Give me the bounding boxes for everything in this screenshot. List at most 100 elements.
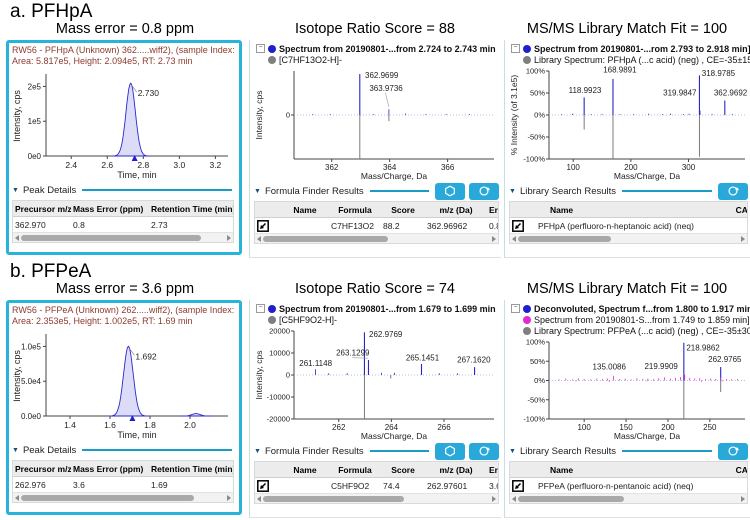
legend-collapse-icon[interactable]: − (511, 44, 520, 53)
scroll-right-icon[interactable] (227, 234, 231, 241)
collapse-triangle-icon[interactable]: ▼ (12, 186, 19, 194)
svg-text:261.1148: 261.1148 (299, 359, 332, 368)
analyte-row-pfhpa: a. PFHpA Mass error = 0.8 ppm RW56 - PFH… (6, 1, 750, 258)
scroll-left-icon[interactable] (512, 495, 516, 502)
col-score[interactable]: Score (381, 202, 425, 218)
scroll-right-icon[interactable] (741, 495, 745, 502)
col-cas[interactable]: CAS# (720, 462, 747, 478)
scroll-right-icon[interactable] (492, 495, 496, 502)
col-mz[interactable]: m/z (Da) (425, 202, 487, 218)
peak-details-section-header[interactable]: ▼ Peak Details (12, 181, 234, 199)
col-formula[interactable]: Formula (329, 462, 381, 478)
col-cas[interactable]: CAS# (720, 202, 747, 218)
refresh-results-button[interactable] (718, 182, 748, 200)
msms-plot[interactable]: 100% 50% 0% -50% -100% 100 200 300Mass/Charge, … (509, 65, 749, 181)
col-precursor-mz[interactable]: Precursor m/z (13, 461, 71, 477)
library-search-section-header[interactable]: ▼ Library Search Results (509, 442, 748, 460)
library-search-grid: Name CAS# Formula (509, 461, 748, 504)
msms-plot[interactable]: 100% 50% 0% -50% -100% 100 150 200 250 Mass/Charg… (509, 336, 749, 441)
horizontal-scrollbar[interactable] (510, 493, 747, 503)
peak-details-row[interactable]: 262.976 3.6 1.69 (15, 479, 168, 490)
svg-text:2e5: 2e5 (28, 82, 42, 91)
col-retention-time[interactable]: Retention Time (min) (149, 201, 233, 217)
formula-finder-row[interactable]: C5HF9O2 74.4 262.97601 3.6 (255, 478, 498, 494)
series-marker-gray-icon (523, 55, 531, 64)
scrollbar-thumb[interactable] (518, 495, 625, 502)
peak-details-section-header[interactable]: ▼ Peak Details (12, 441, 234, 459)
col-name[interactable]: Name (536, 462, 720, 478)
scrollbar-thumb[interactable] (21, 494, 195, 501)
collapse-triangle-icon[interactable]: ▼ (254, 187, 261, 195)
svg-text:318.9785: 318.9785 (702, 69, 736, 78)
xic-plot[interactable]: 2e5 1e5 0e0 2.4 2.6 2.8 3.0 3.2 Time, min Intensi… (12, 66, 234, 180)
col-formula[interactable]: Formula (329, 202, 381, 218)
legend-collapse-icon[interactable]: − (511, 304, 520, 313)
open-result-icon[interactable] (257, 479, 269, 492)
scroll-right-icon[interactable] (492, 235, 496, 242)
refresh-results-button[interactable] (718, 442, 748, 460)
library-search-section-header[interactable]: ▼ Library Search Results (509, 182, 748, 200)
horizontal-scrollbar[interactable] (255, 493, 498, 503)
svg-text:218.9862: 218.9862 (686, 343, 720, 352)
collapse-triangle-icon[interactable]: ▼ (509, 187, 516, 195)
horizontal-scrollbar[interactable] (510, 233, 747, 243)
scroll-left-icon[interactable] (257, 495, 261, 502)
scrollbar-thumb[interactable] (263, 235, 388, 242)
horizontal-scrollbar[interactable] (13, 232, 233, 242)
col-name[interactable]: Name (281, 462, 329, 478)
col-mz[interactable]: m/z (Da) (425, 462, 487, 478)
formula-finder-button[interactable] (435, 182, 465, 200)
scroll-left-icon[interactable] (15, 494, 19, 501)
svg-text:2.6: 2.6 (101, 160, 113, 170)
collapse-triangle-icon[interactable]: ▼ (12, 446, 19, 454)
formula-finder-row[interactable]: C7HF13O2 88.2 362.96962 0.8 (255, 218, 498, 234)
formula-finder-button[interactable] (435, 442, 465, 460)
col-retention-time[interactable]: Retention Time (min) (149, 461, 233, 477)
svg-text:3.0: 3.0 (173, 160, 185, 170)
svg-text:200: 200 (661, 423, 675, 432)
formula-finder-grid: Name Formula Score m/z (Da) Error (ppm) (254, 201, 499, 244)
col-error[interactable]: Error (ppm) (487, 202, 498, 218)
col-mass-error[interactable]: Mass Error (ppm) (71, 461, 149, 477)
col-score[interactable]: Score (381, 462, 425, 478)
col-error[interactable]: Error (ppm) (487, 462, 498, 478)
horizontal-scrollbar[interactable] (13, 492, 233, 502)
svg-text:50%: 50% (530, 357, 545, 366)
peak-details-row[interactable]: 362.970 0.8 2.73 (15, 219, 168, 230)
open-result-icon[interactable] (257, 219, 269, 232)
col-mass-error[interactable]: Mass Error (ppm) (71, 201, 149, 217)
legend-collapse-icon[interactable]: − (256, 44, 265, 53)
formula-finder-section-header[interactable]: ▼ Formula Finder Results (254, 442, 499, 460)
col-precursor-mz[interactable]: Precursor m/z (13, 201, 71, 217)
collapse-triangle-icon[interactable]: ▼ (509, 447, 516, 455)
refresh-search-icon (728, 186, 740, 196)
isotope-score-title: Isotope Ratio Score = 88 (294, 21, 455, 37)
scroll-left-icon[interactable] (15, 234, 19, 241)
scrollbar-thumb[interactable] (263, 495, 404, 502)
svg-text:200: 200 (624, 163, 638, 172)
xic-plot[interactable]: 1.0e5 5.0e4 0.0e0 1.4 1.6 1.8 2.0 Time, min Inte… (12, 326, 234, 440)
scroll-right-icon[interactable] (227, 494, 231, 501)
open-result-icon[interactable] (512, 479, 524, 492)
spectrum-legend: − Spectrum from 20190801-...from 2.724 t… (256, 43, 501, 65)
open-result-icon[interactable] (512, 219, 524, 232)
scroll-left-icon[interactable] (257, 235, 261, 242)
col-name[interactable]: Name (281, 202, 329, 218)
scroll-left-icon[interactable] (512, 235, 516, 242)
library-search-row[interactable]: PFPeA (perfluoro-n-pentanoic acid) (neq)… (510, 478, 747, 494)
col-name[interactable]: Name (536, 202, 720, 218)
refresh-results-button[interactable] (469, 182, 499, 200)
scrollbar-thumb[interactable] (21, 234, 201, 241)
svg-text:1.6: 1.6 (104, 420, 116, 430)
formula-finder-section-header[interactable]: ▼ Formula Finder Results (254, 182, 499, 200)
collapse-triangle-icon[interactable]: ▼ (254, 447, 261, 455)
legend-collapse-icon[interactable]: − (256, 304, 265, 313)
isotope-plot[interactable]: 20000 10000 0 -10000 -20000 262 264 266 Mass/Cha… (254, 325, 498, 441)
library-search-row[interactable]: PFHpA (perfluoro-n-heptanoic acid) (neq)… (510, 218, 747, 234)
scrollbar-thumb[interactable] (518, 235, 611, 242)
horizontal-scrollbar[interactable] (255, 233, 498, 243)
isotope-plot[interactable]: 0 362 364 366 Mass/Charge, Da Intensity, cps 3… (254, 65, 498, 181)
refresh-results-button[interactable] (469, 442, 499, 460)
scroll-right-icon[interactable] (741, 235, 745, 242)
